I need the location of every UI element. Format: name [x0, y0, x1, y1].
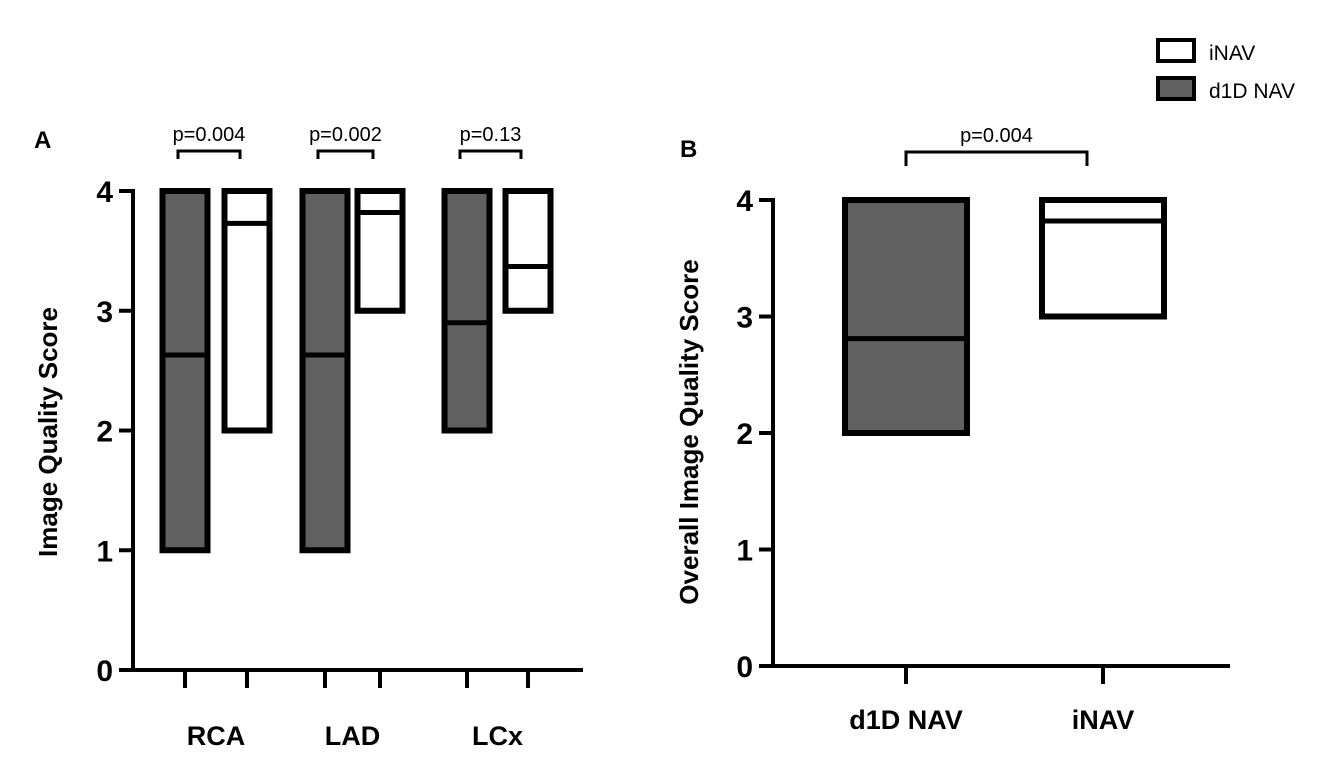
bar-lcx-d1d-nav — [441, 188, 493, 434]
panel-b: B Overall Image Quality Score 0 1 2 3 4 d1D N… — [674, 125, 1230, 735]
p-value-label: p=0.004 — [960, 125, 1033, 147]
significance-bracket — [176, 149, 242, 159]
significance-bracket — [458, 149, 523, 159]
p-value-label: p=0.002 — [309, 124, 382, 146]
panel-a-y-tick-label: 0 — [96, 655, 113, 688]
bar-inav-inav — [1039, 197, 1167, 320]
panel-a-x-category-label: LAD — [325, 721, 381, 751]
p-value-label: p=0.004 — [173, 124, 246, 146]
panel-a-x-category-label: RCA — [187, 721, 246, 751]
panel-b-y-tick-label: 3 — [736, 302, 753, 335]
panel-b-y-tick-label: 1 — [736, 535, 753, 568]
panel-letter-b: B — [680, 136, 697, 163]
bar-lcx-inav — [502, 188, 554, 314]
panel-a-y-tick-label: 3 — [96, 296, 113, 329]
panel-b-y-tick-label: 4 — [736, 185, 753, 218]
significance-bracket — [904, 150, 1089, 166]
bar-lad-d1d-nav — [299, 188, 351, 554]
legend-swatch-inav — [1156, 38, 1196, 63]
legend-label-inav: iNAV — [1209, 42, 1255, 65]
panel-a-y-tick-label: 4 — [96, 176, 113, 209]
bar-lad-inav — [354, 188, 406, 314]
p-value-label: p=0.13 — [460, 124, 522, 146]
panel-a-y-tick-label: 2 — [96, 416, 113, 449]
panel-a-y-tick-label: 1 — [96, 535, 113, 568]
legend-swatch-d1dnav — [1156, 76, 1196, 101]
legend-label-d1dnav: d1D NAV — [1209, 80, 1295, 103]
panel-b-y-axis-title: Overall Image Quality Score — [674, 259, 704, 604]
bar-rca-d1d-nav — [159, 188, 211, 554]
panel-b-y-tick-label: 2 — [736, 418, 753, 451]
panel-letter-a: A — [34, 127, 51, 154]
panel-a: A Image Quality Score 0 1 2 3 4 RCA LAD LCx p=0.… — [33, 124, 583, 751]
panel-a-y-axis-title: Image Quality Score — [33, 307, 63, 557]
bar-d1d-nav-d1d-nav — [842, 197, 970, 436]
legend: iNAV d1D NAV — [1156, 38, 1295, 103]
panel-a-x-category-label: LCx — [472, 721, 523, 751]
significance-bracket — [316, 149, 375, 159]
panel-b-x-category-label: d1D NAV — [849, 705, 963, 735]
panel-b-x-category-label: iNAV — [1072, 705, 1135, 735]
panel-b-y-tick-label: 0 — [736, 651, 753, 684]
bar-rca-inav — [221, 188, 273, 434]
